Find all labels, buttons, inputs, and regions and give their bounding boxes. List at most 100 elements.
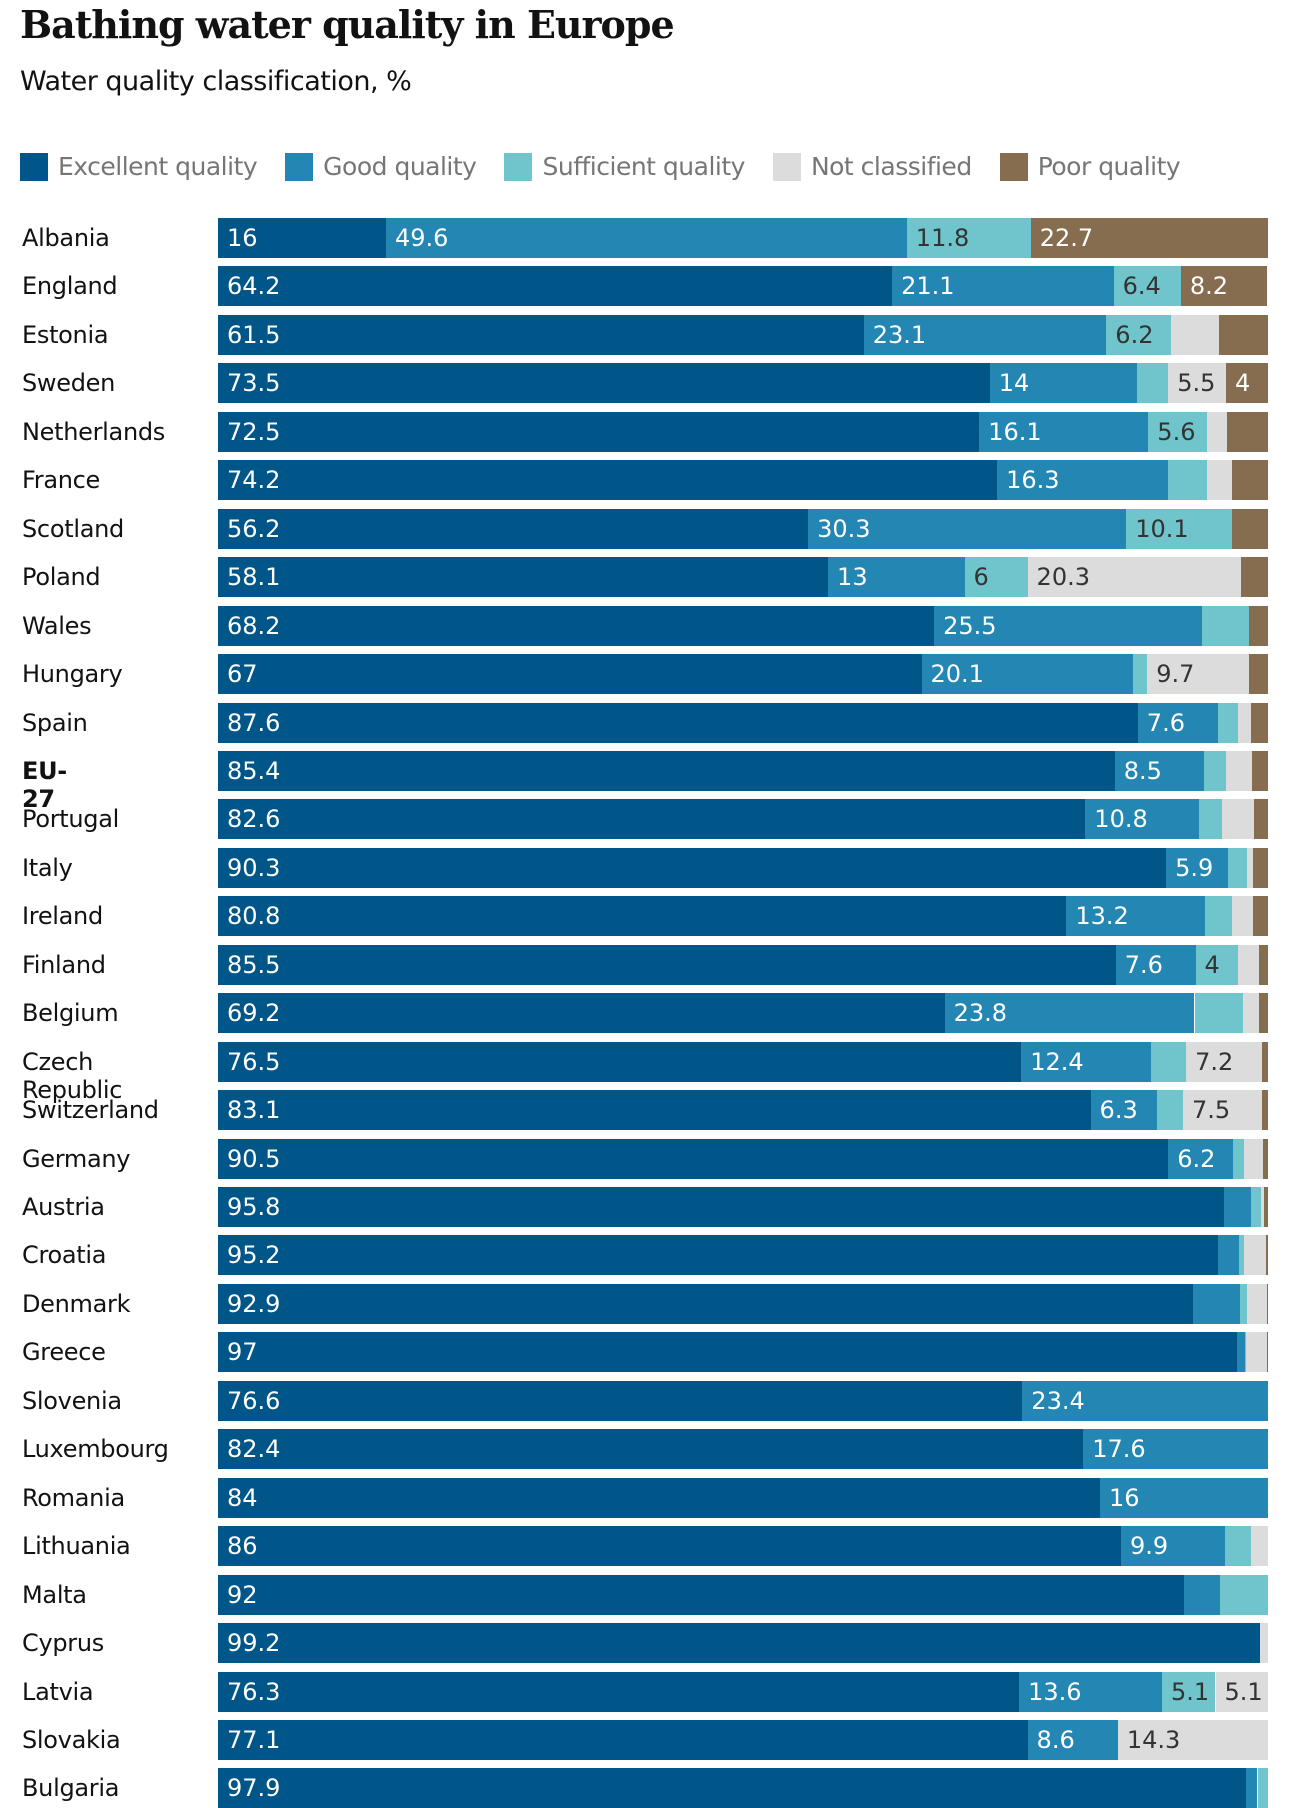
chart-title: Bathing water quality in Europe	[20, 2, 675, 47]
bar-segment-excellent-quality: 92	[218, 1574, 1184, 1615]
bar-segment-good-quality: 7.6	[1115, 944, 1196, 985]
bar-segment-excellent-quality: 82.6	[218, 799, 1086, 840]
bar-segment-good-quality	[1223, 1187, 1252, 1227]
bar-segment-excellent-quality: 58.1	[218, 557, 829, 598]
bar-segment-sufficient-quality: 6.2	[1106, 314, 1172, 355]
bar-segment-sufficient-quality: 6.4	[1113, 266, 1181, 307]
bar-segment-excellent-quality: 85.5	[218, 944, 1116, 985]
bar-segment-poor-quality	[1266, 1283, 1268, 1324]
bar-segment-good-quality	[1193, 1283, 1240, 1324]
category-label: Italy	[22, 853, 73, 882]
category-label: Luxembourg	[22, 1435, 169, 1464]
bar-segment-sufficient-quality: 4	[1195, 944, 1238, 985]
bar-segment-poor-quality	[1253, 896, 1268, 937]
category-label: France	[22, 466, 101, 495]
bar-segment-excellent-quality: 95.8	[218, 1187, 1224, 1227]
bar-segment-not-classified	[1237, 944, 1259, 985]
bar-segment-poor-quality	[1227, 411, 1268, 452]
bar-segment-good-quality: 7.6	[1137, 702, 1218, 743]
legend-label: Sufficient quality	[542, 152, 745, 181]
bar-segment-excellent-quality: 99.2	[218, 1623, 1260, 1664]
bar-segment-not-classified	[1260, 1187, 1264, 1227]
category-label: Portugal	[22, 805, 119, 834]
bar-segment-sufficient-quality: 6	[964, 557, 1028, 598]
category-label: Switzerland	[22, 1096, 159, 1125]
bar-segment-excellent-quality: 90.3	[218, 847, 1167, 888]
bar-segment-poor-quality	[1262, 1138, 1268, 1179]
bar-segment-excellent-quality: 76.5	[218, 1041, 1022, 1082]
category-label: Estonia	[22, 320, 109, 349]
bar-segment-poor-quality	[1251, 702, 1268, 743]
legend-label: Poor quality	[1037, 152, 1181, 181]
bar-segment-excellent-quality: 72.5	[218, 411, 980, 452]
bar-segment-good-quality: 13	[828, 557, 965, 598]
bar-segment-good-quality	[1236, 1332, 1245, 1373]
bar-segment-not-classified: 7.2	[1186, 1041, 1262, 1082]
category-label: Ireland	[22, 902, 103, 931]
bar-segment-not-classified	[1171, 314, 1219, 355]
bar-segment-sufficient-quality: 5.1	[1161, 1671, 1216, 1712]
bar-segment-good-quality: 30.3	[808, 508, 1127, 549]
category-label: Belgium	[22, 999, 119, 1028]
category-label: Romania	[22, 1483, 125, 1512]
bar-segment-sufficient-quality	[1228, 847, 1247, 888]
bar-segment-sufficient-quality	[1217, 702, 1238, 743]
bar-segment-good-quality	[1217, 1235, 1239, 1276]
category-label: Hungary	[22, 660, 123, 689]
bar-segment-sufficient-quality	[1151, 1041, 1187, 1082]
legend: Excellent quality Good quality Sufficient …	[20, 152, 1181, 181]
bar-segment-poor-quality	[1254, 799, 1268, 840]
bar-segment-sufficient-quality	[1205, 896, 1233, 937]
bar-segment-poor-quality	[1252, 750, 1268, 791]
bar-segment-not-classified	[1232, 896, 1254, 937]
bar-segment-poor-quality	[1249, 605, 1268, 646]
bar-segment-poor-quality	[1258, 944, 1268, 985]
bar-segment-sufficient-quality	[1257, 1768, 1268, 1808]
bar-segment-excellent-quality: 74.2	[218, 460, 998, 501]
legend-item: Good quality	[285, 152, 477, 181]
bar-segment-good-quality: 16	[1100, 1477, 1268, 1518]
bar-segment-sufficient-quality: 10.1	[1126, 508, 1233, 549]
legend-swatch	[285, 152, 314, 181]
legend-item: Sufficient quality	[504, 152, 745, 181]
bar-segment-poor-quality	[1253, 847, 1268, 888]
bar-segment-excellent-quality: 92.9	[218, 1283, 1194, 1324]
bar-segment-excellent-quality: 61.5	[218, 314, 864, 355]
category-label: Poland	[22, 563, 101, 592]
bar-segment-good-quality: 12.4	[1021, 1041, 1152, 1082]
category-label: Netherlands	[22, 417, 165, 446]
bar-segment-excellent-quality: 95.2	[218, 1235, 1218, 1276]
bar-segment-not-classified: 5.5	[1168, 363, 1226, 404]
bar-segment-sufficient-quality	[1233, 1138, 1244, 1179]
bar-segment-excellent-quality: 76.6	[218, 1380, 1023, 1421]
category-label: Malta	[22, 1580, 87, 1609]
bar-segment-poor-quality	[1263, 1187, 1268, 1227]
legend-label: Not classified	[810, 152, 972, 181]
legend-swatch	[20, 152, 48, 181]
bar-segment-not-classified	[1259, 1623, 1268, 1664]
bar-segment-not-classified: 7.5	[1182, 1090, 1262, 1131]
legend-swatch	[504, 152, 533, 181]
category-label: Latvia	[22, 1677, 94, 1706]
bar-segment-excellent-quality: 85.4	[218, 750, 1115, 791]
bar-segment-excellent-quality: 83.1	[218, 1090, 1091, 1131]
bar-segment-excellent-quality: 64.2	[218, 266, 893, 307]
bar-segment-excellent-quality: 56.2	[218, 508, 809, 549]
bar-segment-excellent-quality: 87.6	[218, 702, 1138, 743]
bar-segment-sufficient-quality	[1239, 1283, 1247, 1324]
bar-segment-not-classified	[1245, 1332, 1267, 1373]
bar-segment-sufficient-quality	[1219, 1574, 1268, 1615]
bar-segment-sufficient-quality	[1168, 460, 1208, 501]
bar-segment-excellent-quality: 76.3	[218, 1671, 1020, 1712]
bar-segment-not-classified	[1207, 460, 1233, 501]
bar-segment-good-quality: 49.6	[386, 218, 907, 258]
bar-segment-not-classified: 5.1	[1215, 1671, 1268, 1712]
bar-segment-poor-quality	[1232, 508, 1268, 549]
bar-segment-good-quality: 6.3	[1090, 1090, 1157, 1131]
bar-segment-not-classified	[1207, 411, 1228, 452]
bar-segment-good-quality: 13.2	[1066, 896, 1205, 937]
bar-segment-excellent-quality: 97.9	[218, 1768, 1246, 1808]
legend-item: Poor quality	[999, 152, 1181, 181]
bar-segment-good-quality: 23.4	[1022, 1380, 1268, 1421]
bar-segment-excellent-quality: 90.5	[218, 1138, 1169, 1179]
